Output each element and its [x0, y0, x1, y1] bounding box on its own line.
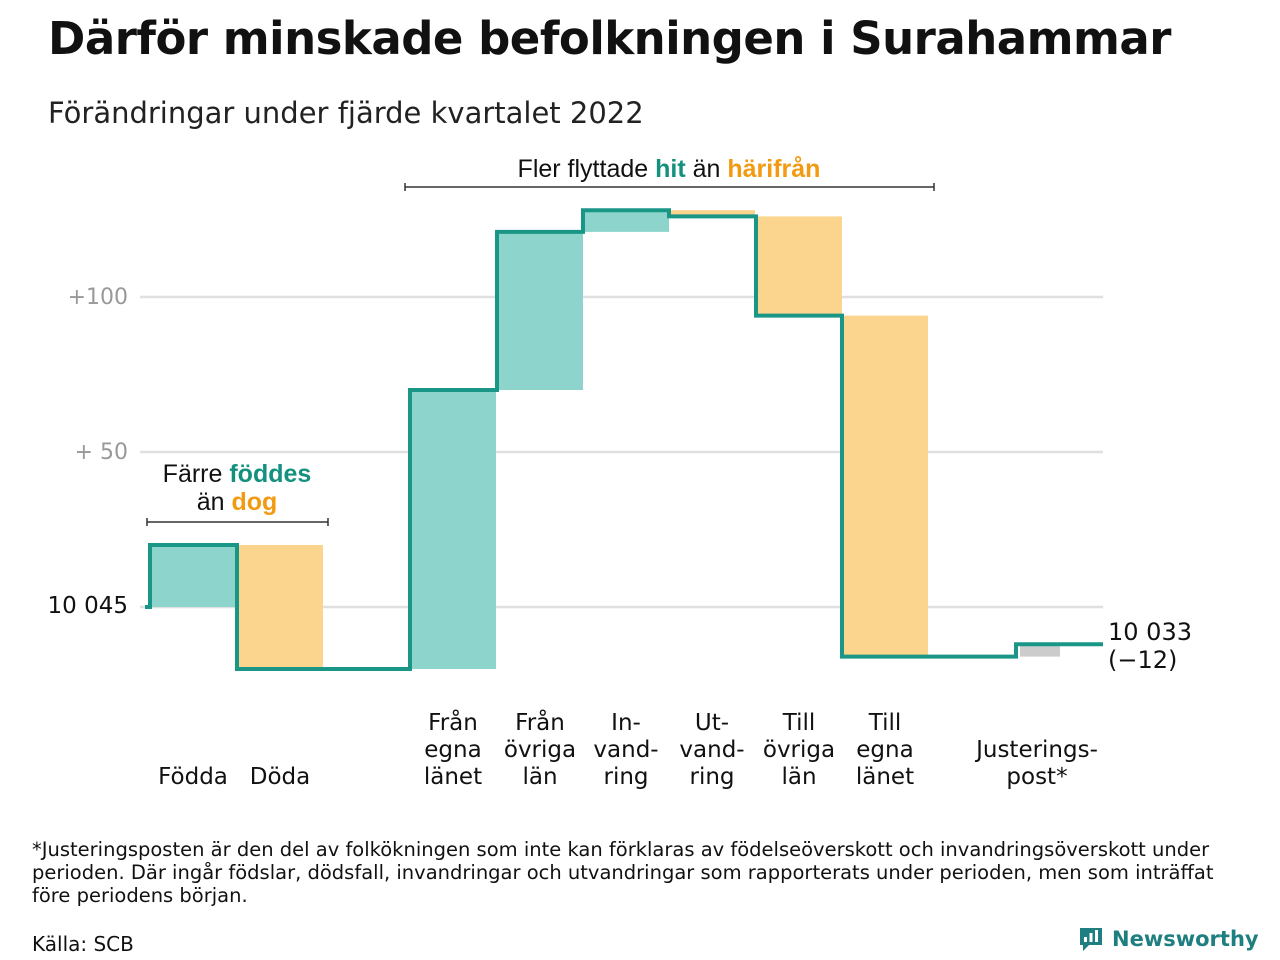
end-value-label: 10 033: [1108, 618, 1192, 646]
y-tick-label: +100: [68, 285, 128, 310]
category-label: ring: [689, 764, 734, 790]
category-label: Födda: [158, 764, 228, 790]
category-label: vand-: [593, 737, 658, 763]
footnote: *Justeringsposten är den del av folkökni…: [32, 838, 1214, 907]
annotation-part: hit: [655, 155, 686, 183]
annotation-part: Fler flyttade: [518, 155, 656, 183]
category-label: länet: [424, 764, 482, 790]
category-label: post*: [1006, 764, 1067, 790]
y-tick-label: + 50: [75, 440, 128, 465]
bar-justeringspost-: [1020, 644, 1060, 657]
newsworthy-logo: Newsworthy: [1078, 926, 1259, 952]
category-label: Döda: [250, 764, 310, 790]
net-change-label: (−12): [1108, 646, 1177, 674]
annotation-part: Färre: [163, 460, 230, 488]
category-label: Ut-: [695, 710, 729, 736]
category-label: övriga: [504, 737, 576, 763]
start-value-label: 10 045: [48, 593, 128, 619]
category-label: Justerings-: [974, 737, 1098, 763]
category-label: Från: [428, 708, 478, 736]
annotation-part: än: [686, 155, 728, 183]
category-label: Till: [868, 710, 902, 736]
category-label: egna: [424, 737, 481, 763]
newsworthy-logo-icon: [1080, 928, 1102, 951]
category-label: ring: [603, 764, 648, 790]
annotation-part: än: [197, 488, 232, 516]
bar-invandring: [583, 210, 669, 232]
bar-till-övriga-län: [756, 216, 842, 316]
bar-från-egna-länet: [410, 390, 496, 669]
category-label: län: [522, 764, 557, 790]
category-label: Till: [782, 710, 816, 736]
annotation-part: dog: [231, 488, 277, 516]
category-label: vand-: [679, 737, 744, 763]
annotation-part: härifrån: [727, 155, 820, 183]
category-label: egna: [856, 737, 913, 763]
logo-text: Newsworthy: [1112, 927, 1259, 951]
annotation-migration-line: Fler flyttade hit än härifrån: [518, 155, 821, 183]
bar-från-övriga-län: [497, 231, 583, 390]
source-label: Källa: SCB: [32, 932, 134, 956]
annotation-born-line: Färre föddes: [163, 460, 312, 488]
category-label: In-: [611, 710, 641, 736]
cumulative-line: [145, 208, 1103, 671]
chart-subtitle: Förändringar under fjärde kvartalet 2022: [48, 96, 644, 130]
annotation-died-line: än dog: [197, 488, 278, 516]
category-label: övriga: [763, 737, 835, 763]
annotation-part: föddes: [229, 460, 311, 488]
bar-döda: [237, 545, 323, 669]
category-label: Från: [515, 708, 565, 736]
bar-utvandring: [669, 210, 755, 217]
bar-födda: [150, 545, 236, 607]
category-label: länet: [856, 764, 914, 790]
category-label: län: [781, 764, 816, 790]
chart-title: Därför minskade befolkningen i Surahamma…: [48, 12, 1171, 65]
bar-till-egna-länet: [842, 315, 928, 657]
